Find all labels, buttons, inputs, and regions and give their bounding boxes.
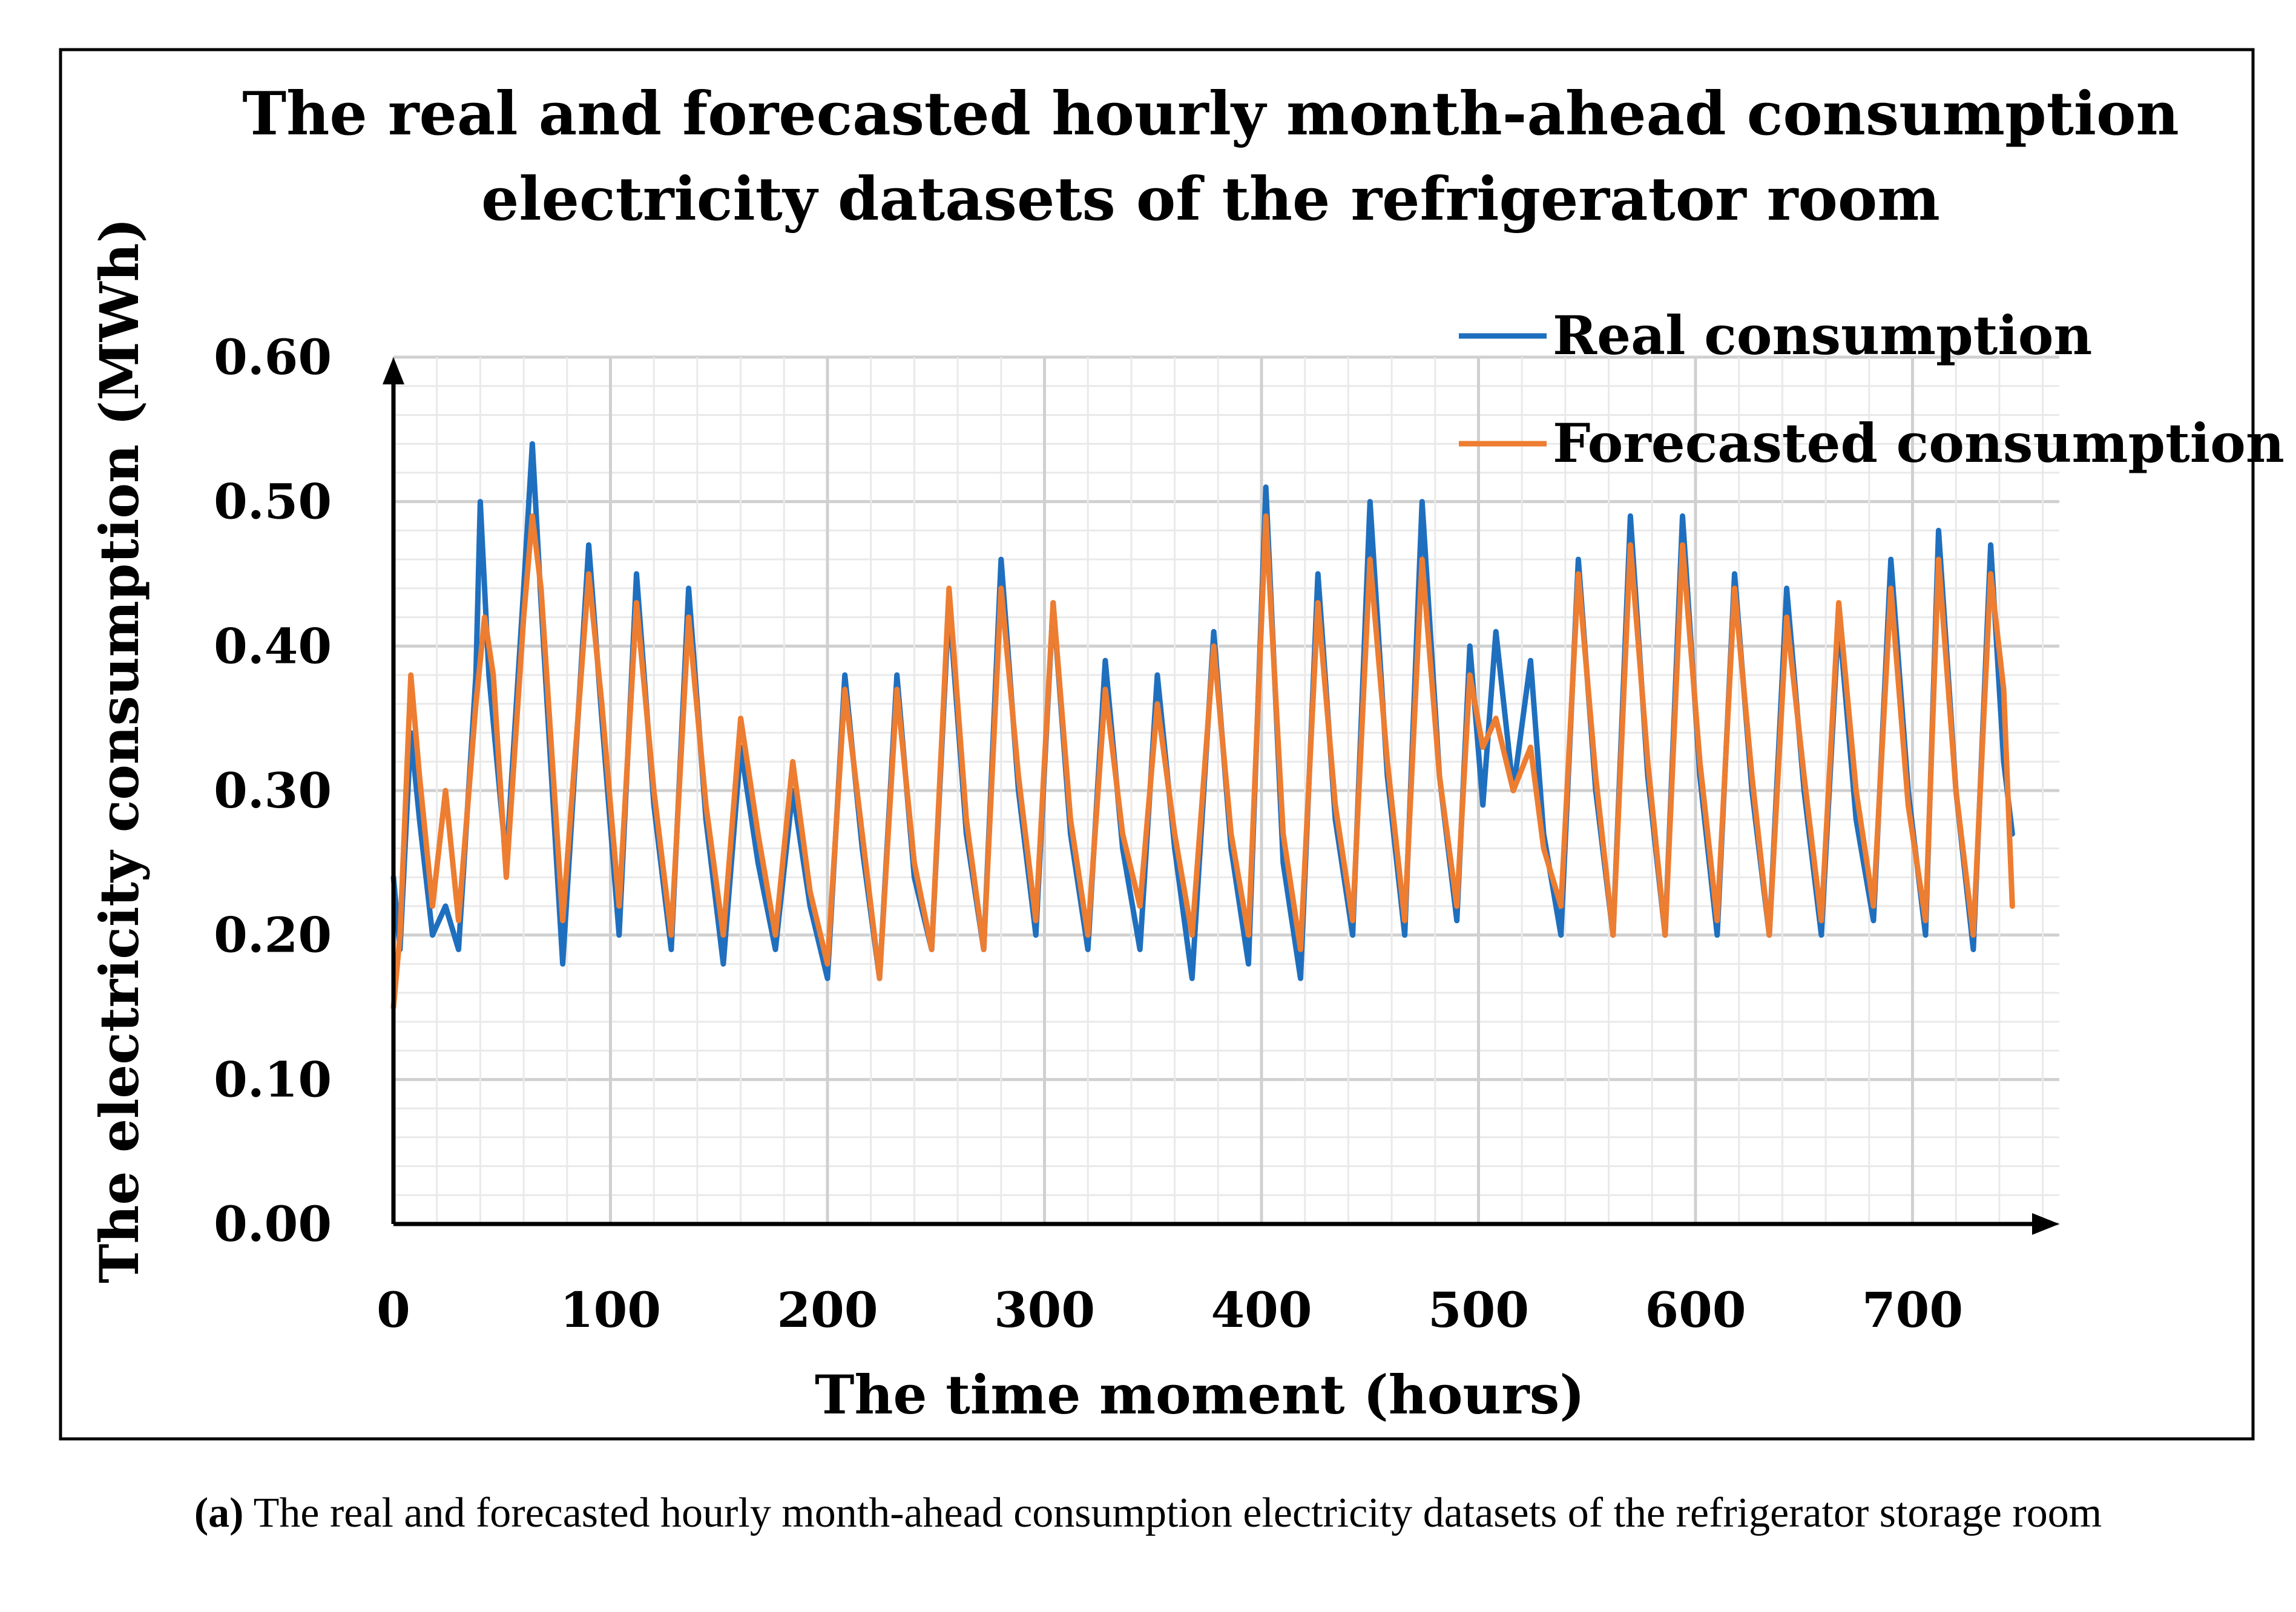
caption-label: (a)	[194, 1490, 244, 1536]
chart-frame	[59, 48, 2255, 1441]
y-tick-label: 0.30	[214, 762, 332, 819]
y-axis-arrow-icon	[383, 357, 404, 384]
series-line-forecast	[390, 513, 2015, 1010]
legend: Real consumption Forecasted consumption	[1459, 304, 2284, 475]
tick-labels: 0.00 0.10 0.20 0.30 0.40 0.50 0.60 0 100 200 300 40…	[214, 329, 1963, 1338]
y-tick-label: 0.10	[214, 1051, 332, 1108]
legend-label-real: Real consumption	[1553, 304, 2092, 367]
series-layer	[390, 441, 2015, 1010]
y-tick-label: 0.00	[214, 1196, 332, 1252]
x-tick-label: 200	[777, 1281, 878, 1338]
axes	[383, 357, 2059, 1235]
legend-label-forecast: Forecasted consumption	[1553, 412, 2284, 475]
x-axis-arrow-icon	[2032, 1213, 2059, 1235]
x-tick-label: 700	[1862, 1281, 1963, 1338]
x-tick-label: 500	[1428, 1281, 1529, 1338]
y-tick-label: 0.40	[214, 617, 332, 674]
x-tick-label: 600	[1645, 1281, 1746, 1338]
y-tick-label: 0.60	[214, 329, 332, 386]
chart-title-line-1: The real and forecasted hourly month-ahe…	[242, 79, 2179, 149]
x-tick-label: 100	[560, 1281, 661, 1338]
x-tick-label: 0	[377, 1281, 410, 1338]
caption-text: The real and forecasted hourly month-ahe…	[243, 1490, 2102, 1536]
figure-caption: (a) The real and forecasted hourly month…	[0, 1480, 2296, 1547]
x-tick-label: 400	[1211, 1281, 1312, 1338]
y-tick-label: 0.50	[214, 473, 332, 530]
chart-title-line-2: electricity datasets of the refrigerator…	[481, 165, 1940, 234]
y-tick-label: 0.20	[214, 907, 332, 964]
x-axis-label: The time moment (hours)	[815, 1363, 1585, 1426]
x-tick-label: 300	[994, 1281, 1095, 1338]
y-axis-label: The electricity consumption (MWh)	[88, 218, 151, 1283]
